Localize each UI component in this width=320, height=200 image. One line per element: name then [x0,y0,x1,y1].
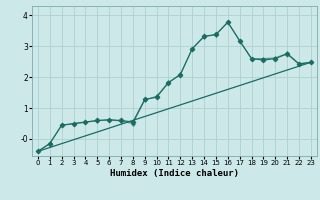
X-axis label: Humidex (Indice chaleur): Humidex (Indice chaleur) [110,169,239,178]
